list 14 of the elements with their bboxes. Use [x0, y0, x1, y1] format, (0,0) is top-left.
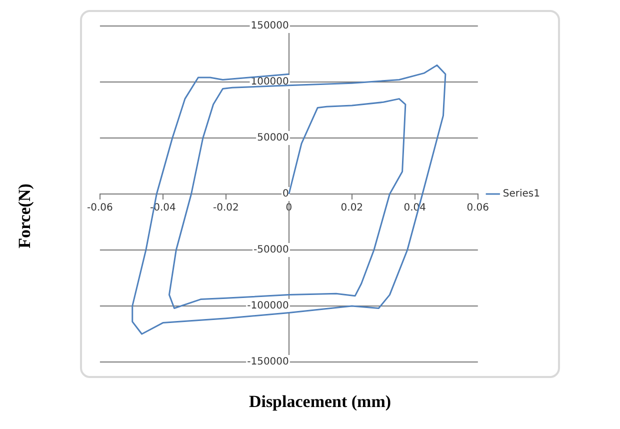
y-tick-label: 0: [282, 188, 289, 200]
x-tick-label: -0.02: [212, 202, 239, 214]
y-tick-label: 100000: [250, 76, 289, 88]
y-tick-label: 150000: [250, 20, 289, 32]
x-tick-label: -0.06: [87, 202, 113, 214]
x-tick-label: 0.06: [466, 202, 490, 214]
y-tick-label: -150000: [247, 356, 289, 368]
y-axis-title: Force(N): [15, 182, 35, 250]
legend-label: Series1: [502, 188, 540, 200]
x-axis-title: Displacement (mm): [248, 392, 392, 412]
y-tick-label: -50000: [253, 244, 289, 256]
y-tick-label: -100000: [247, 300, 289, 312]
x-tick-label: 0.02: [340, 202, 364, 214]
y-tick-label: 50000: [257, 132, 289, 144]
